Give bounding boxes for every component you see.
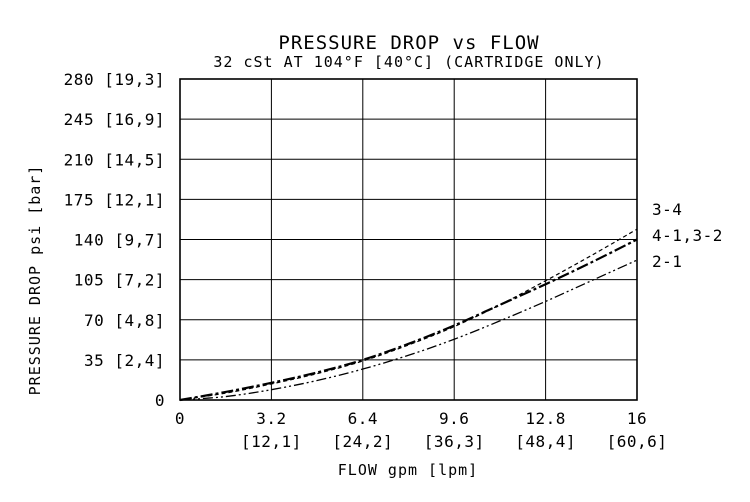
x-tick-labels: 0 3.2 [12,1] 6.4 [24,2] 9.6 [36,3] 12.8 [48,4] 16… — [175, 409, 667, 451]
x-tick-label: 3.2 — [256, 409, 286, 428]
series-labels: 3-4 4-1,3-2 2-1 — [652, 200, 723, 271]
x-tick-label: 9.6 — [439, 409, 469, 428]
y-tick-labels: 0 35 [2,4] 70 [4,8] 105 [7,2] 140 [9,7] 175 [… — [64, 70, 165, 410]
y-tick-label: 210 [14,5] — [64, 150, 165, 169]
y-tick-label: 0 — [155, 391, 165, 410]
series-label-2: 4-1,3-2 — [652, 226, 723, 245]
x-tick-label: 16 — [627, 409, 647, 428]
x-tick-sublabel: [48,4] — [515, 432, 576, 451]
y-tick-label: 175 [12,1] — [64, 190, 165, 209]
y-tick-label: 140 [9,7] — [74, 231, 165, 250]
x-tick-label: 12.8 — [525, 409, 566, 428]
x-tick-label: 0 — [175, 409, 185, 428]
chart-subtitle: 32 cSt AT 104°F [40°C] (CARTRIDGE ONLY) — [213, 53, 604, 71]
series-line-2 — [179, 238, 638, 402]
chart-title: PRESSURE DROP vs FLOW — [278, 32, 539, 54]
grid-lines — [180, 79, 637, 400]
x-tick-sublabel: [60,6] — [607, 432, 668, 451]
x-axis-label: FLOW gpm [lpm] — [338, 461, 478, 479]
x-tick-sublabel: [36,3] — [424, 432, 485, 451]
series-label-3: 2-1 — [652, 252, 682, 271]
x-tick-sublabel: [12,1] — [241, 432, 302, 451]
series-curves — [179, 228, 638, 402]
x-tick-sublabel: [24,2] — [332, 432, 393, 451]
y-tick-label: 280 [19,3] — [64, 70, 165, 89]
y-axis-label: PRESSURE DROP psi [bar] — [26, 165, 44, 396]
series-line-1 — [179, 228, 638, 401]
y-tick-label: 70 [4,8] — [84, 311, 165, 330]
series-label-1: 3-4 — [652, 200, 682, 219]
y-tick-label: 35 [2,4] — [84, 351, 165, 370]
series-line-3 — [179, 259, 638, 401]
x-tick-label: 6.4 — [348, 409, 378, 428]
y-tick-label: 105 [7,2] — [74, 271, 165, 290]
y-tick-label: 245 [16,9] — [64, 110, 165, 129]
